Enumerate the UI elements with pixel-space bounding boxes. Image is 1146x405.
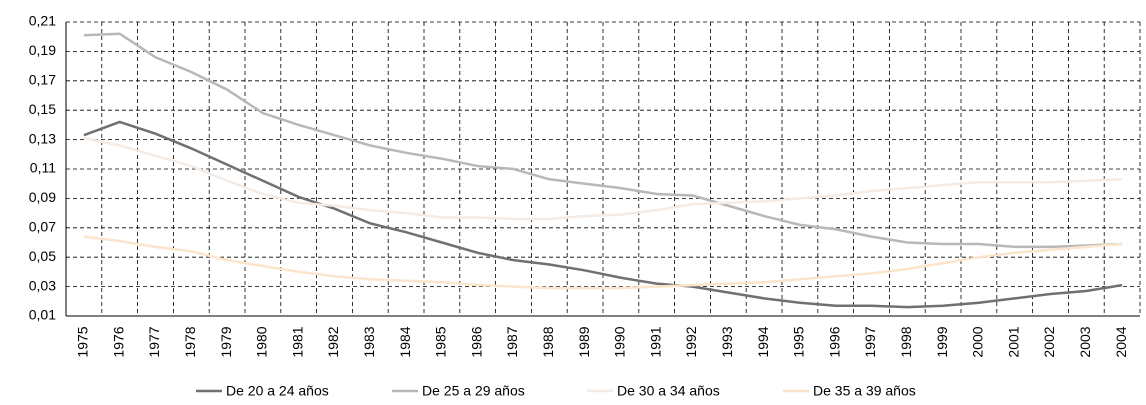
x-tick-label: 1993 <box>719 326 735 357</box>
y-tick-label: 0,19 <box>29 42 56 58</box>
x-tick-label: 2000 <box>970 326 986 357</box>
y-tick-label: 0,15 <box>29 101 56 117</box>
x-tick-label: 1991 <box>647 326 663 357</box>
x-tick-label: 1985 <box>433 326 449 357</box>
x-tick-label: 1997 <box>862 326 878 357</box>
x-tick-label: 2001 <box>1005 326 1021 357</box>
y-tick-label: 0,01 <box>29 307 56 323</box>
x-tick-label: 1979 <box>218 326 234 357</box>
x-tick-label: 1981 <box>289 326 305 357</box>
x-tick-label: 1994 <box>755 326 771 357</box>
y-tick-label: 0,11 <box>30 160 56 176</box>
x-tick-label: 2003 <box>1077 326 1093 357</box>
x-tick-label: 1975 <box>75 326 91 357</box>
x-tick-label: 1995 <box>791 326 807 357</box>
series-line <box>83 120 1123 309</box>
x-tick-label: 2002 <box>1041 326 1057 357</box>
y-tick-label: 0,05 <box>29 248 56 264</box>
series-line <box>83 136 1123 221</box>
x-tick-label: 1986 <box>468 326 484 357</box>
x-tick-label: 1989 <box>576 326 592 357</box>
x-tick-label: 1983 <box>361 326 377 357</box>
x-tick-label: 1996 <box>826 326 842 357</box>
x-tick-label: 1984 <box>397 326 413 357</box>
x-tick-label: 1992 <box>683 326 699 357</box>
legend-label: De 20 a 24 años <box>226 383 329 399</box>
y-tick-label: 0,07 <box>29 219 56 235</box>
y-tick-label: 0,21 <box>29 13 56 29</box>
legend-label: De 35 a 39 años <box>813 383 916 399</box>
x-tick-label: 1982 <box>325 326 341 357</box>
x-tick-label: 1999 <box>934 326 950 357</box>
series-line <box>83 235 1123 290</box>
x-tick-label: 1977 <box>146 326 162 357</box>
y-tick-label: 0,09 <box>29 189 56 205</box>
y-tick-label: 0,03 <box>29 277 56 293</box>
y-tick-label: 0,17 <box>29 72 56 88</box>
x-tick-label: 1980 <box>254 326 270 357</box>
y-tick-label: 0,13 <box>29 130 56 146</box>
legend-label: De 30 a 34 años <box>617 383 720 399</box>
series-line <box>83 32 1123 249</box>
legend-label: De 25 a 29 años <box>422 383 525 399</box>
x-tick-label: 1978 <box>182 326 198 357</box>
x-tick-label: 1990 <box>612 326 628 357</box>
x-tick-label: 1976 <box>110 326 126 357</box>
x-tick-label: 1998 <box>898 326 914 357</box>
x-tick-label: 1987 <box>504 326 520 357</box>
x-tick-label: 2004 <box>1113 326 1129 357</box>
x-tick-label: 1988 <box>540 326 556 357</box>
